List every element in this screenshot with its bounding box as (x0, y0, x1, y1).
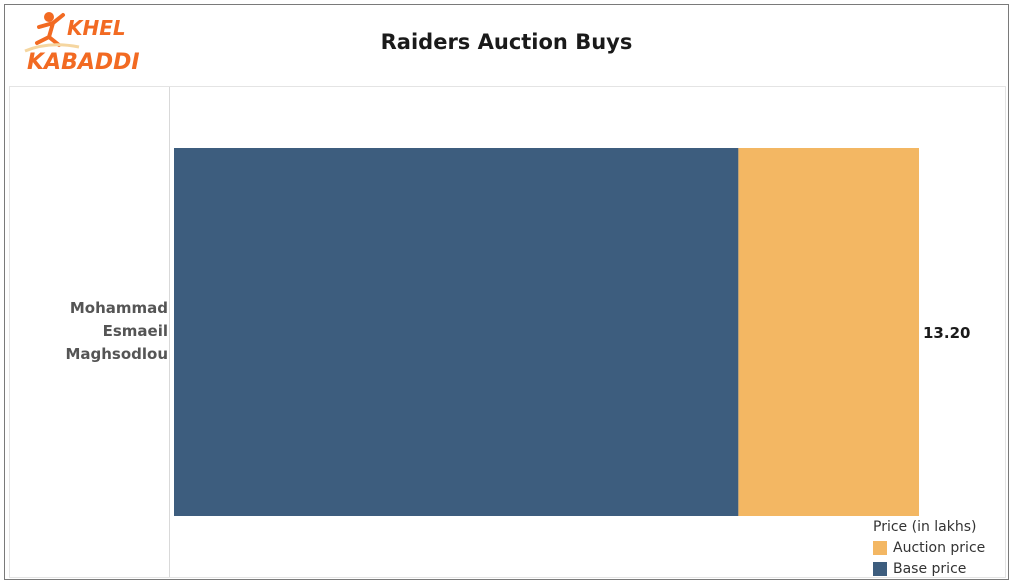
legend-title: Price (in lakhs) (873, 519, 977, 535)
y-axis-line (169, 87, 170, 577)
legend: Price (in lakhs) Auction price Base pric… (873, 519, 1003, 579)
legend-swatch-base (873, 561, 887, 576)
chart-panel: Mohammad Esmaeil Maghsodlou 13.20 Price … (9, 86, 1006, 578)
bar-chart: 13.20 (174, 148, 970, 516)
legend-label-base: Base price (893, 560, 967, 577)
bar-segment-auction-price[interactable] (738, 148, 919, 516)
legend-label-auction: Auction price (893, 539, 986, 556)
header: KHEL KABADDI Raiders Auction Buys (5, 5, 1008, 83)
legend-item-base[interactable]: Base price (873, 558, 1003, 579)
dashboard-frame: KHEL KABADDI Raiders Auction Buys Mohamm… (4, 4, 1009, 580)
category-label-line: Maghsodlou (65, 345, 168, 363)
total-value-label: 13.20 (923, 324, 970, 342)
category-label-line: Esmaeil (102, 322, 168, 340)
chart-title: Raiders Auction Buys (380, 30, 633, 54)
legend-swatch-auction (873, 540, 887, 555)
khel-kabaddi-logo: KHEL KABADDI (24, 12, 140, 75)
category-label-line: Mohammad (69, 299, 168, 317)
bar-segment-base-price[interactable] (174, 148, 739, 516)
category-label: Mohammad Esmaeil Maghsodlou (20, 297, 168, 366)
logo-text-kabaddi: KABADDI (27, 50, 140, 75)
legend-item-auction[interactable]: Auction price (873, 537, 1003, 558)
logo-text-khel: KHEL (67, 16, 126, 40)
